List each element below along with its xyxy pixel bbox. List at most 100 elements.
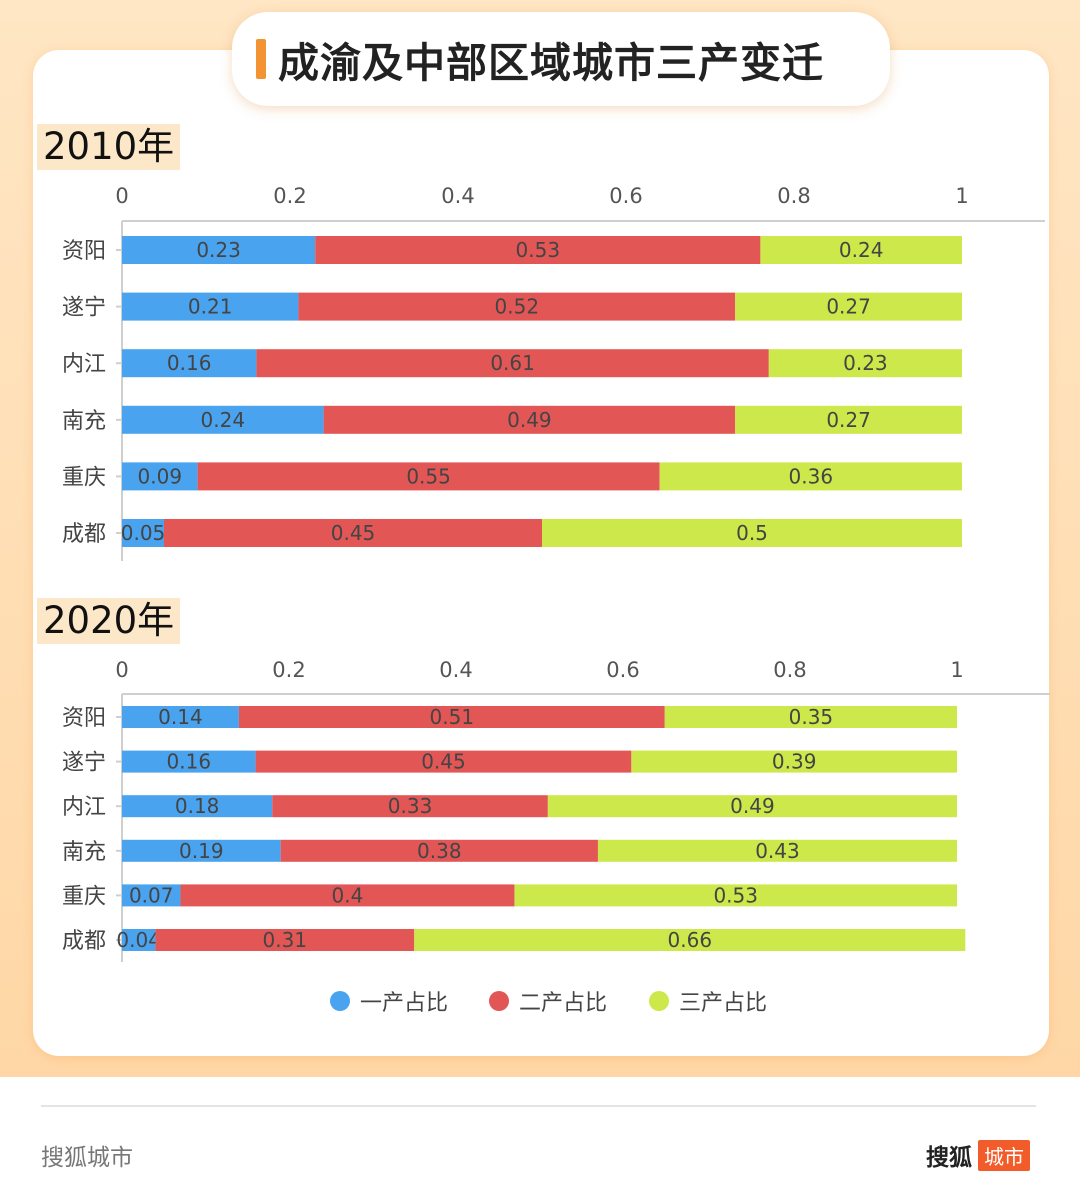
chart-1-bar-segment	[122, 795, 273, 818]
chart-0-category-label: 遂宁	[62, 296, 106, 321]
chart-0-data-label: 0.09	[138, 464, 183, 488]
chart-1-bar-segment	[180, 884, 515, 907]
chart-0-category-label: 南充	[62, 409, 106, 434]
legend-dot-primary	[330, 991, 350, 1011]
chart-1-x-tick-label: 0.6	[606, 658, 639, 682]
chart-0-x-tick-label: 0.4	[441, 184, 474, 208]
chart-0-data-label: 0.24	[201, 408, 246, 432]
chart-0-bar-segment	[197, 462, 660, 491]
chart-0-category-label: 重庆	[62, 465, 106, 490]
legend-label-secondary: 二产占比	[519, 991, 608, 1016]
chart-1-data-label: 0.18	[175, 794, 220, 818]
chart-1-category-label: 成都	[62, 929, 106, 954]
legend-label-tertiary: 三产占比	[679, 991, 768, 1016]
chart-1-bar-segment	[272, 795, 548, 818]
chart-0-category-label: 成都	[62, 522, 106, 547]
chart-1-data-label: 0.66	[668, 928, 713, 952]
footer-logo: 搜狐 城市	[926, 1138, 1030, 1172]
chart-0-bar-segment	[298, 292, 736, 321]
chart-0-bar-segment	[122, 405, 324, 434]
chart-0-bar-segment	[323, 405, 736, 434]
chart-0-x-tick-label: 0.6	[609, 184, 642, 208]
chart-1-data-label: 0.04	[116, 928, 161, 952]
chart-1-category-label: 重庆	[62, 884, 106, 909]
chart-1-data-label: 0.19	[179, 839, 224, 863]
chart-1-bar-segment	[514, 884, 957, 907]
chart-1-data-label: 0.39	[772, 750, 817, 774]
chart-1-bar-segment	[414, 929, 966, 951]
chart-1-bar-segment	[122, 839, 281, 862]
chart-0-bar-segment	[735, 405, 962, 434]
legend-dot-secondary	[489, 991, 509, 1011]
chart-title-2020: 2020年	[37, 598, 181, 644]
page-title: 成渝及中部区域城市三产变迁	[278, 39, 824, 87]
legend-label-primary: 一产占比	[360, 991, 449, 1016]
chart-1-data-label: 0.07	[129, 883, 174, 907]
chart-0-data-label: 0.52	[495, 295, 540, 319]
chart-1-bar-segment	[122, 750, 256, 773]
chart-0-bar-segment	[542, 519, 962, 547]
footer-source: 搜狐城市	[41, 1145, 133, 1171]
chart-0-x-tick-label: 0	[115, 184, 128, 208]
chart-1-x-tick-label: 1	[950, 658, 963, 682]
chart-0-data-label: 0.21	[188, 295, 233, 319]
chart-1-data-label: 0.49	[730, 794, 775, 818]
chart-0-bar-segment	[256, 349, 769, 378]
chart-1-category-label: 南充	[62, 840, 106, 865]
legend-dot-tertiary	[649, 991, 669, 1011]
chart-1-bar-segment	[122, 706, 239, 728]
chart-0-bar-segment	[122, 292, 299, 321]
title-accent-bar	[256, 39, 266, 79]
chart-1-category-label: 内江	[62, 795, 106, 820]
chart-0-category-label: 内江	[62, 352, 106, 377]
chart-title-2010: 2010年	[37, 124, 181, 170]
chart-0-category-label: 资阳	[62, 239, 106, 264]
chart-1-data-label: 0.45	[421, 750, 466, 774]
chart-1-bar-segment	[597, 839, 957, 862]
footer-brand-badge: 城市	[978, 1139, 1030, 1171]
chart-0-data-label: 0.45	[331, 521, 376, 545]
chart-0-data-label: 0.36	[789, 464, 834, 488]
chart-0-bar-segment	[122, 236, 316, 264]
chart-1-x-tick-label: 0.2	[272, 658, 305, 682]
chart-1-data-label: 0.35	[789, 705, 834, 729]
chart-1-data-label: 0.51	[430, 705, 475, 729]
chart-0-bar-segment	[122, 462, 198, 491]
chart-1-bar-segment	[155, 929, 415, 951]
legend-item-secondary: 二产占比	[489, 985, 607, 1017]
chart-1-data-label: 0.31	[263, 928, 308, 952]
chart-0-data-label: 0.05	[121, 521, 166, 545]
chart-1-bar-segment	[255, 750, 632, 773]
chart-1-data-label: 0.16	[167, 750, 212, 774]
chart-1-category-label: 遂宁	[62, 751, 106, 776]
chart-0-data-label: 0.24	[839, 238, 884, 262]
chart-1-bar-segment	[631, 750, 957, 773]
legend: 一产占比 二产占比 三产占比	[0, 985, 1080, 1021]
chart-0-bar-segment	[122, 519, 164, 547]
chart-0-bar-segment	[659, 462, 962, 491]
chart-1-x-tick-label: 0	[115, 658, 128, 682]
chart-0-data-label: 0.49	[507, 408, 552, 432]
chart-0-bar-segment	[164, 519, 542, 547]
footer-brand: 搜狐	[926, 1145, 972, 1171]
chart-1-bar-segment	[122, 929, 156, 951]
chart-0-bar-segment	[760, 236, 962, 264]
chart-0-bar-segment	[122, 349, 257, 378]
chart-0-data-label: 0.16	[167, 351, 212, 375]
chart-0-data-label: 0.55	[406, 464, 451, 488]
chart-1-bar-segment	[122, 884, 181, 907]
chart-1-data-label: 0.53	[713, 883, 758, 907]
chart-1-bar-segment	[664, 706, 957, 728]
chart-0-bar-segment	[768, 349, 962, 378]
chart-1-data-label: 0.38	[417, 839, 462, 863]
chart-1-category-label: 资阳	[62, 706, 106, 731]
chart-0-bar-segment	[735, 292, 962, 321]
chart-1-data-label: 0.43	[755, 839, 800, 863]
chart-0-bar-segment	[315, 236, 761, 264]
legend-item-primary: 一产占比	[330, 985, 448, 1017]
chart-0-data-label: 0.23	[843, 351, 888, 375]
chart-0-data-label: 0.61	[490, 351, 535, 375]
chart-1-bar-segment	[547, 795, 957, 818]
chart-0-x-tick-label: 0.8	[777, 184, 810, 208]
